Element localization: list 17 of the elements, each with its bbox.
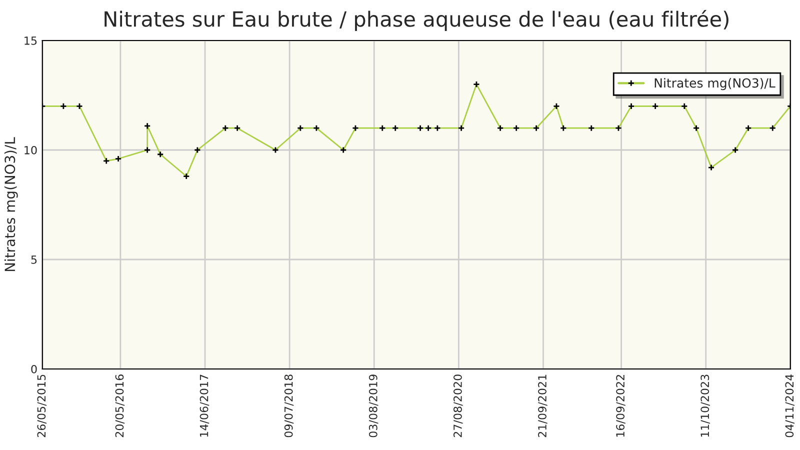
- x-tick-label: 21/09/2021: [538, 374, 548, 438]
- y-tick-label: 15: [24, 36, 37, 45]
- x-tick-label: 27/08/2020: [454, 374, 463, 438]
- x-tick-label: 04/11/2024: [785, 374, 794, 438]
- y-axis-title: Nitrates mg(NO3)/L: [4, 137, 18, 272]
- y-tick-label: 5: [31, 256, 37, 264]
- x-tick-label: 11/10/2023: [700, 374, 710, 437]
- x-tick-label: 09/07/2018: [284, 374, 294, 438]
- y-tick-label: 0: [31, 364, 37, 374]
- x-tick-label: 03/08/2019: [368, 374, 378, 438]
- x-tick-label: 14/06/2017: [200, 374, 210, 437]
- x-tick-label: 20/05/2016: [115, 374, 125, 438]
- legend-label: Nitrates mg(NO3)/L: [654, 78, 776, 90]
- y-tick-label: 10: [24, 146, 37, 154]
- x-tick-label: 16/09/2022: [616, 374, 626, 437]
- x-tick-label: 26/05/2015: [37, 374, 46, 438]
- chart-title: Nitrates sur Eau brute / phase aqueuse de l'eau (eau filtrée): [104, 10, 728, 31]
